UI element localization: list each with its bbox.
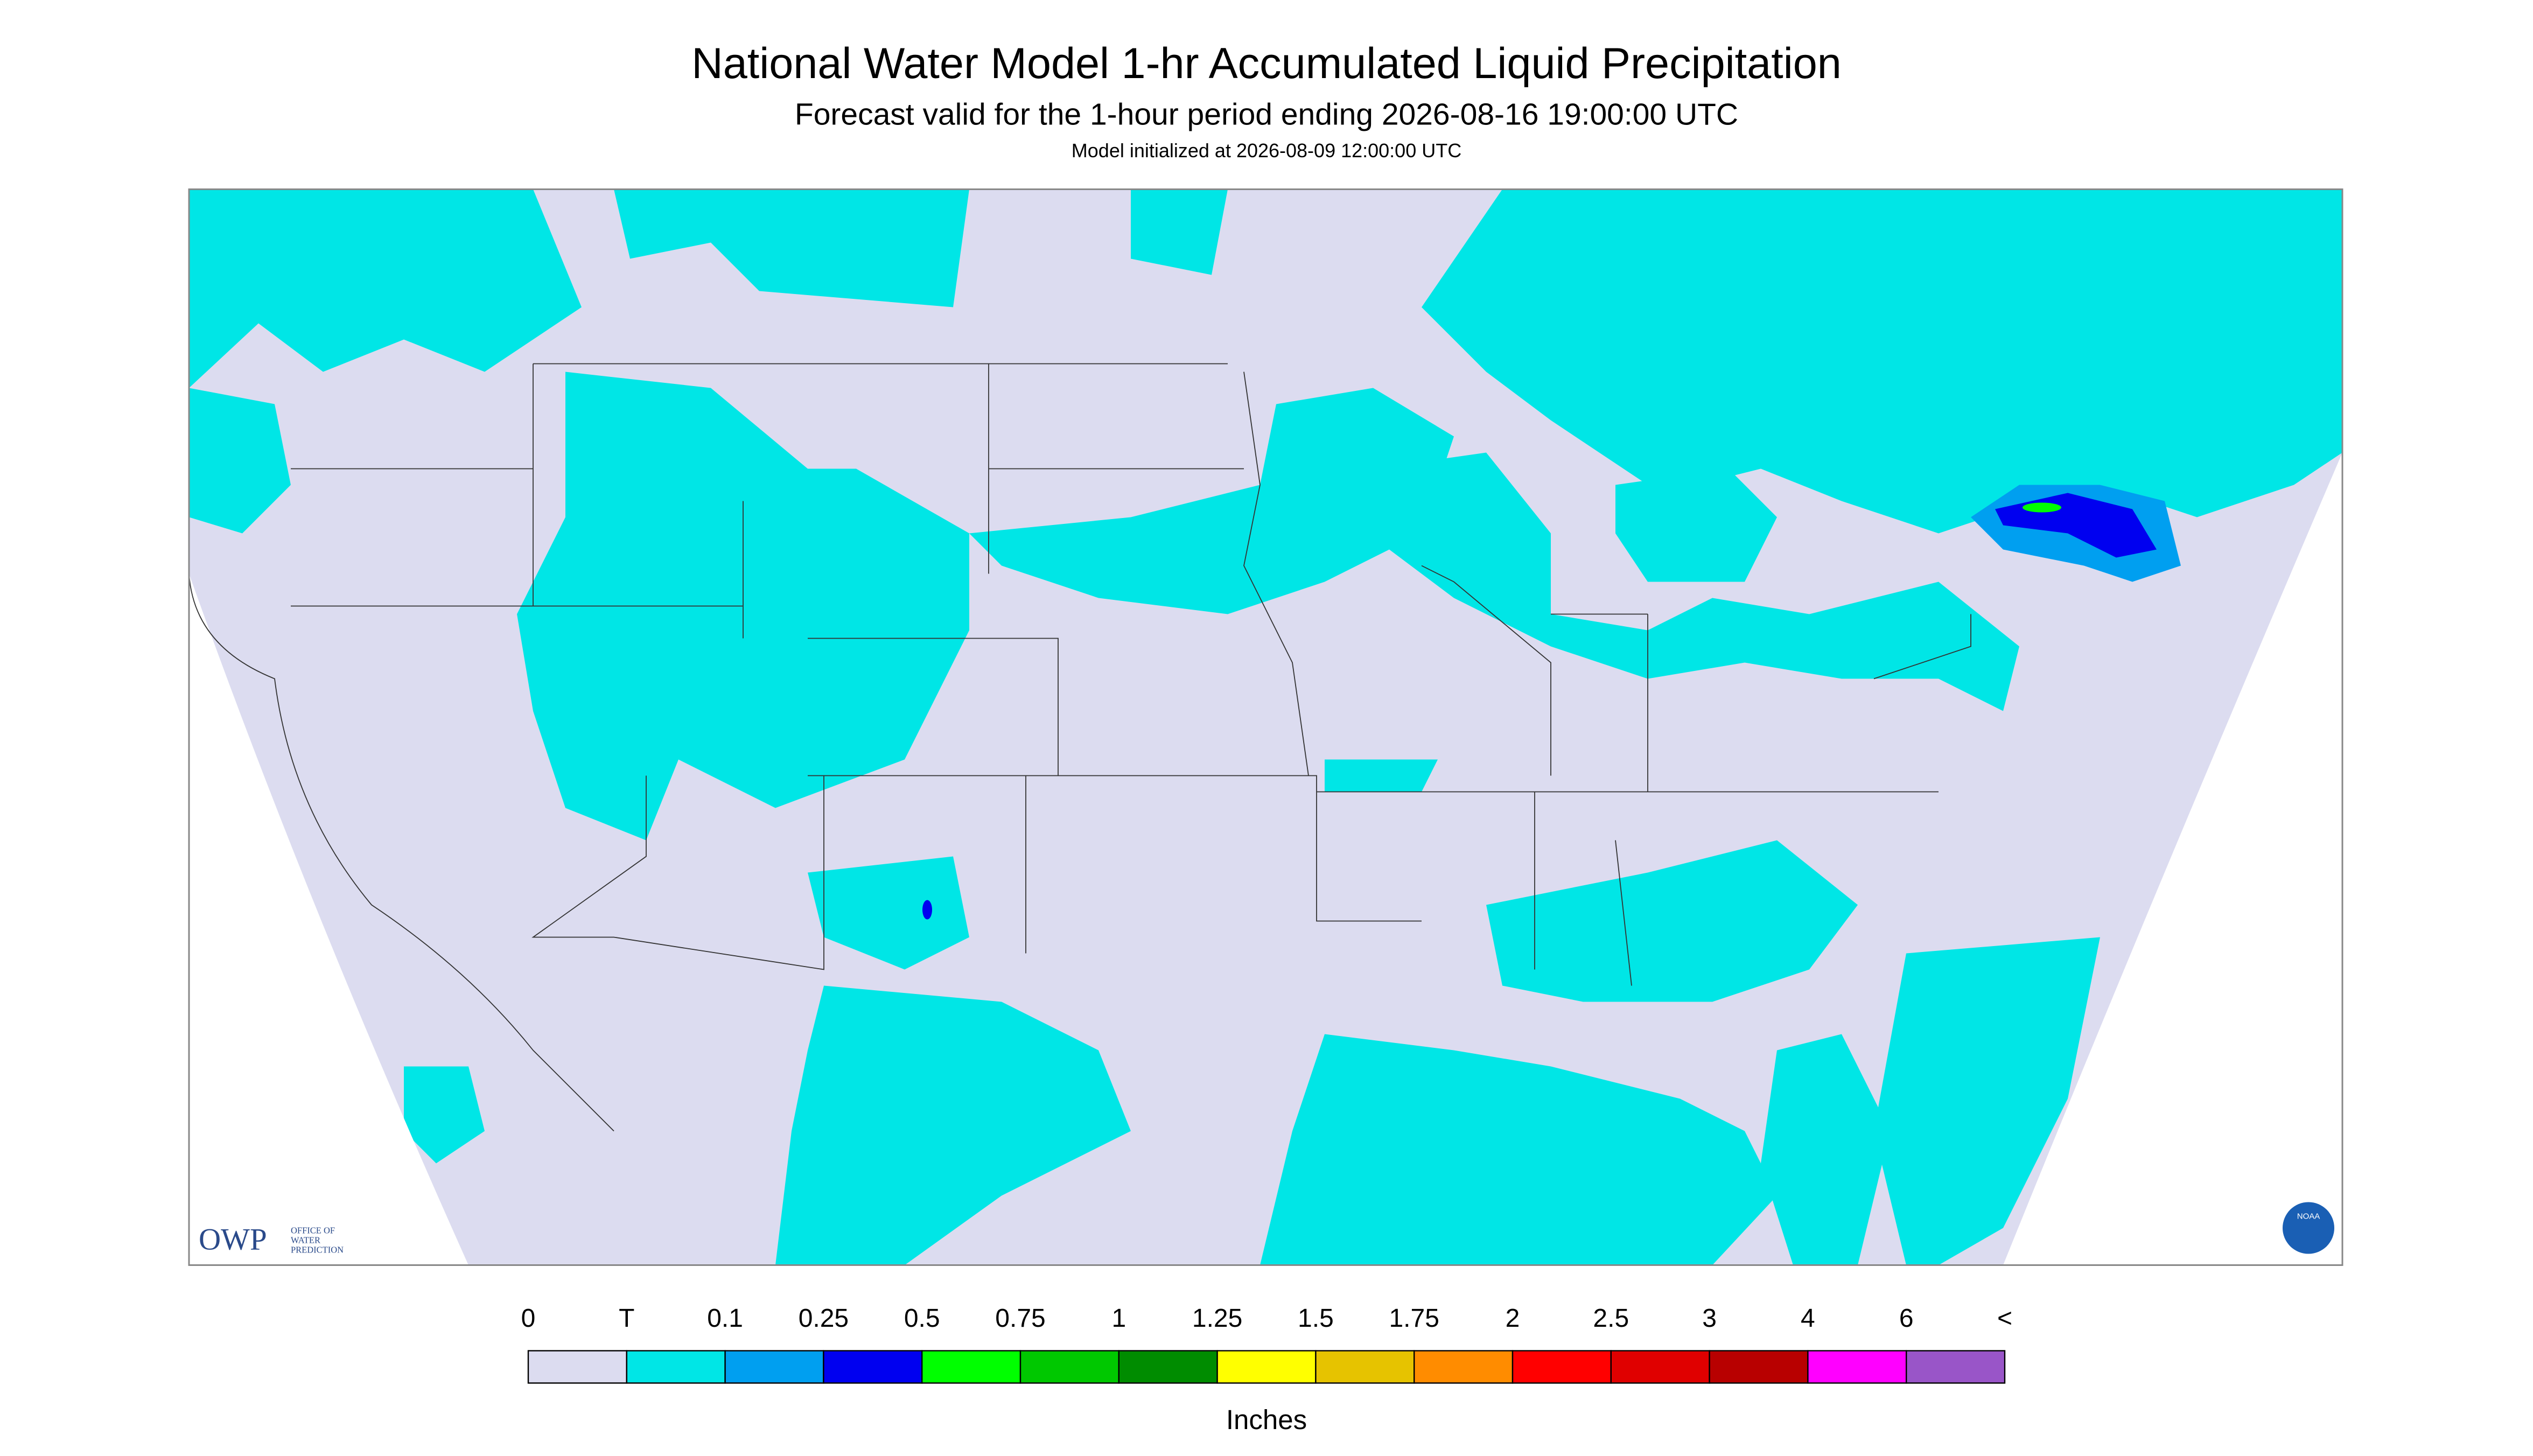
legend-swatch [1905, 1350, 2006, 1384]
legend-label: 1.25 [1192, 1304, 1242, 1333]
legend-label: 2 [1506, 1304, 1520, 1333]
precip-areas [189, 189, 2342, 1265]
legend-unit: Inches [1226, 1404, 1307, 1435]
legend-swatch [1610, 1350, 1710, 1384]
legend-label: 1 [1111, 1304, 1126, 1333]
legend-label: 0.1 [707, 1304, 743, 1333]
legend-swatch [1709, 1350, 1809, 1384]
legend-label: 4 [1801, 1304, 1815, 1333]
subtitle: Forecast valid for the 1-hour period end… [795, 97, 1738, 132]
init-time: Model initialized at 2026-08-09 12:00:00… [1072, 139, 1461, 162]
owp-logo-text: WATER [291, 1235, 320, 1245]
map-border [188, 188, 2343, 1266]
legend-label: 1.5 [1298, 1304, 1334, 1333]
legend-swatch [626, 1350, 726, 1384]
legend-swatch [1315, 1350, 1415, 1384]
state-lines [188, 363, 1971, 1132]
legend-label: T [619, 1304, 634, 1333]
legend-label: 0.25 [799, 1304, 849, 1333]
owp-logo-text: OFFICE OF [291, 1225, 335, 1235]
legend-swatch [921, 1350, 1021, 1384]
legend-swatch [527, 1350, 628, 1384]
legend-label: 0 [521, 1304, 536, 1333]
legend: 0 T 0.1 0.25 0.5 0.75 1 1.25 1.5 1.75 2 2.5 3 4 6 < [521, 1304, 2012, 1384]
legend-swatch [1019, 1350, 1120, 1384]
legend-label: 3 [1702, 1304, 1717, 1333]
legend-label: 2.5 [1593, 1304, 1629, 1333]
legend-swatch [1807, 1350, 1907, 1384]
map: OWP OFFICE OF WATER PREDICTION NOAA [188, 188, 2343, 1266]
title: National Water Model 1-hr Accumulated Li… [691, 39, 1842, 88]
legend-label: 6 [1899, 1304, 1914, 1333]
owp-logo-text: PREDICTION [291, 1244, 344, 1255]
legend-label: < [1997, 1304, 2012, 1333]
noaa-logo-text: NOAA [2297, 1212, 2320, 1221]
legend-swatch [1512, 1350, 1612, 1384]
legend-swatch [823, 1350, 923, 1384]
owp-logo: OWP [199, 1223, 267, 1257]
noaa-logo [2283, 1202, 2334, 1254]
legend-swatch [724, 1350, 824, 1384]
legend-swatch [1118, 1350, 1218, 1384]
legend-label: 0.75 [995, 1304, 1045, 1333]
legend-label: 0.5 [904, 1304, 940, 1333]
legend-swatch [1216, 1350, 1317, 1384]
legend-label: 1.75 [1389, 1304, 1439, 1333]
legend-swatch [1414, 1350, 1514, 1384]
